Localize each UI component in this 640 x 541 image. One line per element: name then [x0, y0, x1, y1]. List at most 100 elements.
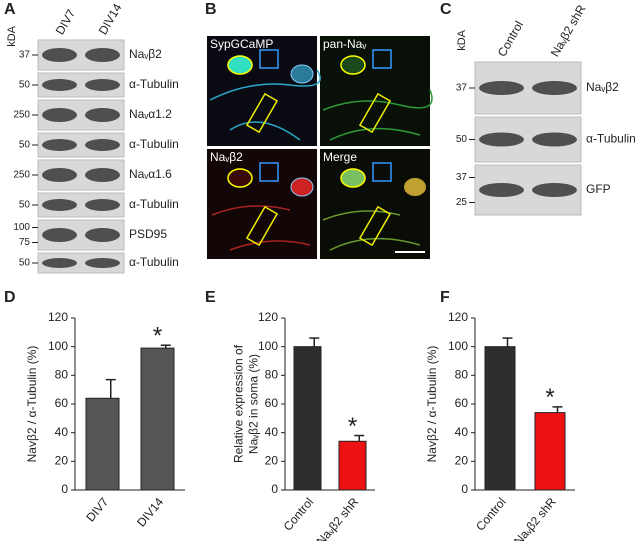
y-tick-label: 60	[55, 396, 69, 410]
protein-label: α-Tubulin	[129, 255, 179, 269]
x-tick-label: Naᵥβ2 shR	[314, 495, 362, 541]
marker-label: 100	[13, 222, 30, 233]
marker-label: 50	[456, 134, 468, 145]
blot-band	[479, 183, 524, 197]
marker-label: 50	[19, 140, 31, 151]
blot-band	[85, 108, 120, 122]
y-axis-label: Relative expression of	[232, 344, 246, 463]
y-tick-label: 80	[265, 368, 279, 382]
blot-band	[532, 183, 577, 197]
lane-label: Control	[495, 19, 526, 60]
y-tick-label: 60	[455, 396, 469, 410]
protein-label: α-Tubulin	[129, 77, 179, 91]
y-axis-label: Navβ2 / α-Tubulin (%)	[425, 346, 439, 463]
marker-label: 37	[456, 83, 468, 94]
y-tick-label: 120	[258, 310, 278, 324]
bar	[534, 412, 566, 491]
y-tick-label: 120	[448, 310, 468, 324]
significance-mark: *	[545, 384, 554, 411]
bar	[484, 346, 516, 491]
image-label: pan-Naᵥ	[323, 37, 366, 51]
blot-band	[85, 258, 120, 268]
y-tick-label: 40	[455, 425, 469, 439]
image-label: Naᵥβ2	[210, 150, 243, 164]
y-tick-label: 20	[55, 454, 69, 468]
protein-label: α-Tubulin	[586, 132, 636, 146]
y-tick-label: 0	[271, 482, 278, 496]
y-tick-label: 80	[55, 368, 69, 382]
y-axis-label: Navβ2 / α-Tubulin (%)	[25, 346, 39, 463]
blot-band	[532, 81, 577, 95]
y-tick-label: 0	[461, 482, 468, 496]
kda-label: kDA	[456, 29, 468, 50]
protein-label: Naᵥα1.2	[129, 107, 172, 121]
marker-label: 25	[456, 197, 468, 208]
marker-label: 37	[19, 50, 31, 61]
blot-band	[42, 79, 77, 91]
y-axis-label: Naᵥβ2 in soma (%)	[247, 354, 261, 454]
blot-band	[42, 199, 77, 211]
y-tick-label: 40	[55, 425, 69, 439]
blot-band	[85, 168, 120, 182]
y-tick-label: 80	[455, 368, 469, 382]
x-tick-label: DIV7	[83, 495, 111, 525]
blot-band	[479, 81, 524, 95]
protein-label: Naᵥα1.6	[129, 167, 172, 181]
marker-label: 50	[19, 200, 31, 211]
blot-band	[42, 228, 77, 242]
significance-mark: *	[348, 413, 357, 440]
x-tick-label: Control	[473, 495, 509, 534]
y-tick-label: 100	[48, 339, 68, 353]
blot-band	[532, 132, 577, 147]
marker-label: 50	[19, 80, 31, 91]
marker-label: 75	[19, 237, 31, 248]
lane-label: DIV14	[96, 1, 125, 37]
protein-label: α-Tubulin	[129, 197, 179, 211]
x-tick-label: DIV14	[134, 495, 166, 530]
image-label: SypGCaMP	[210, 37, 273, 51]
bar	[338, 440, 367, 491]
panel-label: A	[4, 1, 16, 18]
lane-label: Naᵥβ2 shR	[548, 2, 589, 59]
significance-mark: *	[153, 323, 162, 350]
x-tick-label: Control	[281, 495, 317, 534]
blot-band	[42, 139, 77, 151]
y-tick-label: 120	[48, 310, 68, 324]
marker-label: 250	[13, 170, 30, 181]
micrographs	[207, 36, 433, 259]
x-tick-label: Naᵥβ2 shR	[511, 495, 559, 541]
bar	[293, 346, 322, 491]
blot-band	[42, 48, 77, 62]
bar	[140, 347, 175, 491]
lane-label: DIV7	[53, 7, 79, 37]
marker-label: 250	[13, 110, 30, 121]
y-tick-label: 60	[265, 396, 279, 410]
blot-band	[85, 48, 120, 62]
protein-label: α-Tubulin	[129, 137, 179, 151]
panel-label: D	[4, 289, 16, 306]
y-tick-label: 40	[265, 425, 279, 439]
blot-band	[85, 228, 120, 242]
marker-label: 37	[456, 172, 468, 183]
protein-label: Naᵥβ2	[129, 47, 162, 61]
marker-label: 50	[19, 258, 31, 269]
protein-label: GFP	[586, 182, 611, 196]
panel-label: E	[205, 289, 216, 306]
kda-label: kDA	[6, 25, 18, 46]
y-tick-label: 100	[448, 339, 468, 353]
protein-label: Naᵥβ2	[586, 80, 619, 94]
panel-label: C	[440, 1, 452, 18]
protein-label: PSD95	[129, 227, 167, 241]
blot-band	[85, 199, 120, 211]
bar	[85, 397, 120, 491]
blot-band	[479, 132, 524, 147]
y-tick-label: 20	[265, 454, 279, 468]
image-label: Merge	[323, 150, 357, 164]
blot-band	[85, 79, 120, 91]
blot-band	[85, 139, 120, 151]
blot-band	[42, 108, 77, 122]
panel-label: B	[205, 1, 217, 18]
panel-label: F	[440, 289, 450, 306]
